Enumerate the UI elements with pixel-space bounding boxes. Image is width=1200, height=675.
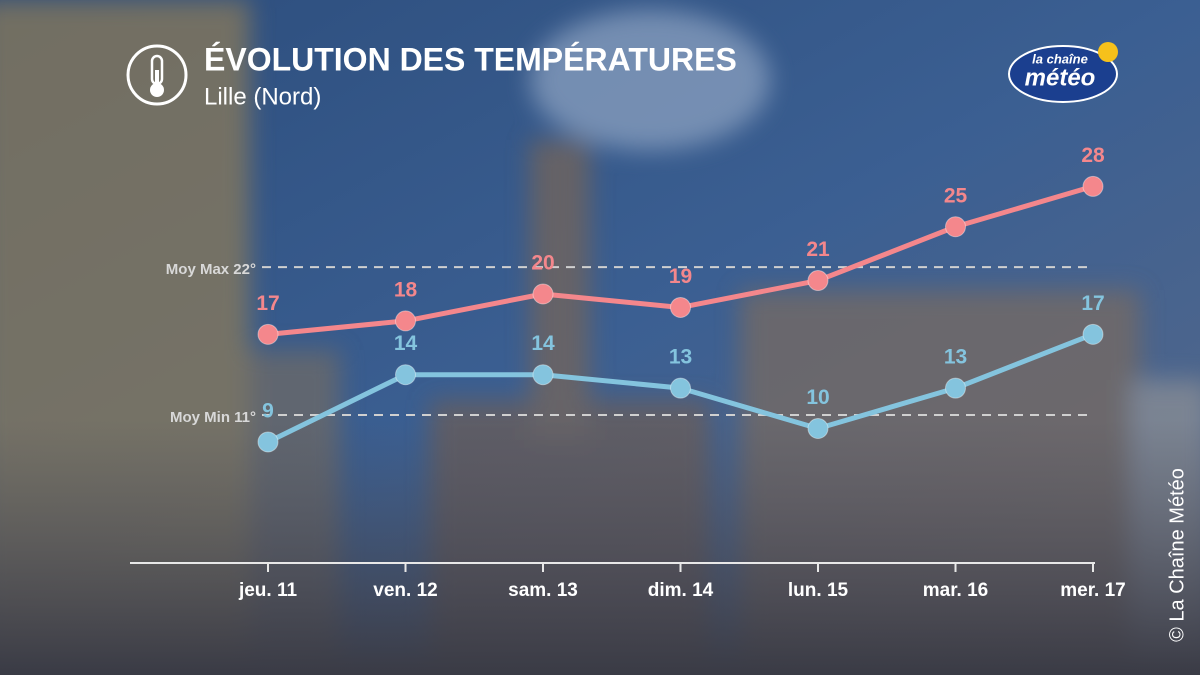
data-point: [945, 216, 966, 238]
chart-subtitle: Lille (Nord): [204, 83, 321, 110]
data-label: 14: [394, 332, 418, 355]
data-point: [807, 418, 829, 439]
data-label: 14: [531, 332, 555, 355]
brand-main: météo: [1025, 64, 1096, 91]
data-point: [532, 283, 554, 305]
data-point: [670, 296, 691, 318]
reference-label: Moy Min 11°: [170, 409, 256, 426]
x-tick-label: mar. 16: [923, 580, 989, 601]
data-label: 10: [806, 386, 829, 409]
data-label: 13: [944, 346, 967, 369]
x-tick-label: ven. 12: [373, 580, 437, 601]
data-point: [257, 323, 279, 345]
brand-logo: la chaîne météo: [1008, 42, 1118, 103]
data-label: 17: [256, 292, 279, 315]
data-label: 19: [669, 265, 692, 288]
x-tick-label: mer. 17: [1060, 580, 1126, 601]
data-label: 17: [1081, 292, 1104, 315]
data-label: 18: [394, 278, 418, 301]
x-tick-label: jeu. 11: [238, 580, 298, 601]
thermometer-icon: [126, 44, 188, 106]
x-tick-label: sam. 13: [508, 580, 578, 601]
data-label: 20: [531, 252, 554, 275]
data-point: [807, 270, 829, 292]
data-point: [1082, 323, 1104, 345]
data-label: 13: [669, 346, 692, 369]
data-point: [532, 364, 554, 386]
x-tick-label: lun. 15: [788, 580, 849, 601]
data-label: 25: [944, 184, 968, 207]
data-point: [395, 364, 416, 386]
data-label: 9: [262, 399, 274, 422]
data-point: [257, 431, 279, 453]
brand-top: la chaîne: [1032, 51, 1088, 66]
ground: [0, 420, 1200, 675]
data-label: 28: [1081, 144, 1105, 167]
data-point: [670, 377, 691, 399]
copyright: © La Chaîne Météo: [1166, 468, 1188, 642]
x-tick-label: dim. 14: [648, 580, 714, 601]
data-label: 21: [806, 238, 830, 261]
chart-title: ÉVOLUTION DES TEMPÉRATURES: [204, 41, 737, 77]
data-point: [945, 377, 966, 399]
data-point: [1082, 175, 1104, 197]
data-point: [395, 310, 416, 332]
reference-label: Moy Max 22°: [166, 261, 256, 278]
